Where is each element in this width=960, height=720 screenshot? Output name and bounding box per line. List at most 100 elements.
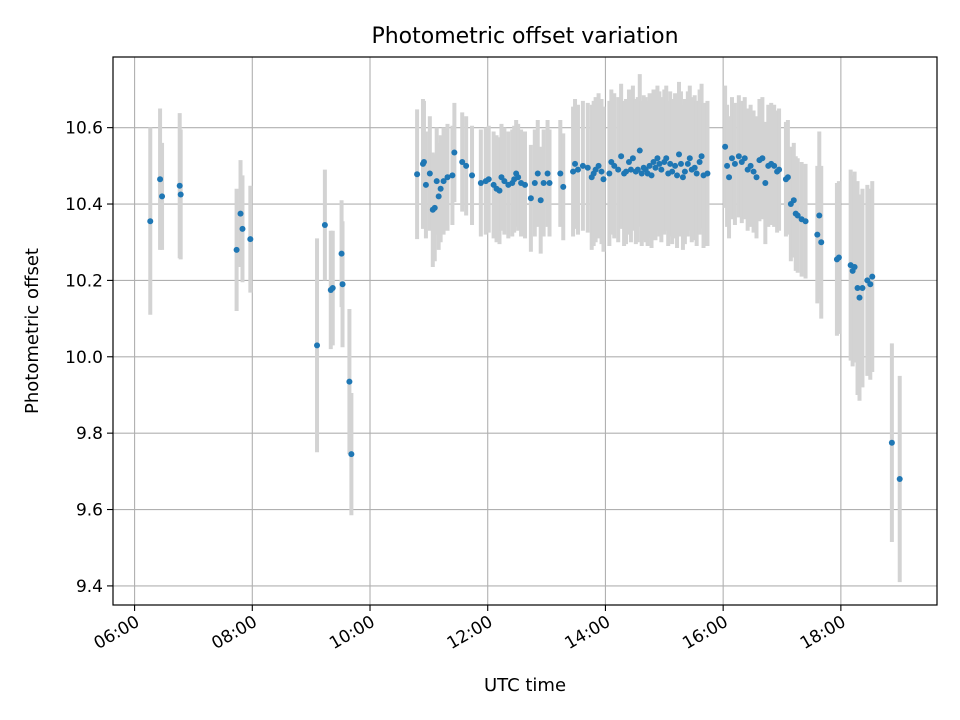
data-point bbox=[669, 168, 676, 175]
data-point bbox=[560, 183, 567, 190]
data-point bbox=[451, 149, 458, 156]
data-point bbox=[851, 264, 858, 271]
data-point bbox=[618, 153, 625, 160]
data-point bbox=[686, 155, 693, 162]
y-tick-label: 10.4 bbox=[65, 195, 103, 215]
data-point bbox=[636, 147, 643, 154]
data-point bbox=[534, 170, 541, 177]
data-point bbox=[747, 162, 754, 169]
data-point bbox=[233, 246, 240, 253]
x-tick-label: 18:00 bbox=[797, 612, 849, 654]
data-point bbox=[437, 185, 444, 192]
data-point bbox=[854, 285, 861, 292]
data-point bbox=[814, 231, 821, 238]
data-points bbox=[147, 143, 903, 482]
data-point bbox=[329, 285, 336, 292]
data-point bbox=[426, 170, 433, 177]
data-point bbox=[704, 170, 711, 177]
error-bars bbox=[148, 74, 902, 583]
x-tick-label: 14:00 bbox=[562, 612, 614, 654]
data-point bbox=[816, 212, 823, 219]
data-point bbox=[440, 178, 447, 185]
data-point bbox=[867, 281, 874, 288]
data-point bbox=[522, 181, 528, 188]
data-point bbox=[314, 342, 321, 349]
data-point bbox=[741, 155, 748, 162]
data-point bbox=[654, 155, 661, 162]
data-point bbox=[698, 153, 705, 160]
y-tick-label: 10.2 bbox=[65, 271, 103, 291]
data-point bbox=[348, 451, 355, 458]
data-point bbox=[469, 172, 476, 179]
data-point bbox=[856, 294, 863, 301]
data-point bbox=[681, 168, 688, 175]
data-point bbox=[572, 160, 579, 167]
data-point bbox=[600, 176, 607, 183]
x-axis-label: UTC time bbox=[484, 675, 566, 696]
data-point bbox=[627, 166, 634, 173]
data-point bbox=[159, 193, 166, 200]
data-point bbox=[463, 162, 470, 169]
data-point bbox=[818, 239, 825, 246]
data-point bbox=[570, 168, 577, 175]
y-tick-label: 10.6 bbox=[65, 119, 103, 139]
data-point bbox=[501, 178, 508, 185]
data-point bbox=[321, 222, 328, 229]
data-point bbox=[667, 160, 674, 167]
x-tick-label: 16:00 bbox=[679, 612, 731, 654]
data-point bbox=[726, 174, 733, 181]
data-point bbox=[420, 159, 427, 166]
data-point bbox=[422, 181, 429, 188]
data-point bbox=[338, 250, 345, 257]
data-point bbox=[625, 159, 632, 166]
data-point bbox=[606, 170, 613, 177]
data-point bbox=[557, 170, 564, 177]
data-point bbox=[531, 180, 538, 187]
data-point bbox=[771, 162, 778, 169]
data-point bbox=[598, 168, 605, 175]
data-point bbox=[759, 155, 766, 162]
data-point bbox=[693, 170, 700, 177]
x-tick-label: 12:00 bbox=[444, 612, 496, 654]
data-point bbox=[546, 180, 553, 187]
data-point bbox=[157, 176, 164, 183]
data-point bbox=[623, 168, 630, 175]
data-point bbox=[888, 439, 895, 446]
data-point bbox=[676, 151, 683, 158]
data-point bbox=[684, 160, 691, 167]
data-point bbox=[672, 162, 679, 169]
y-tick-label: 9.4 bbox=[76, 577, 103, 597]
data-point bbox=[496, 187, 503, 194]
x-tick-label: 08:00 bbox=[208, 612, 260, 654]
data-point bbox=[869, 273, 876, 280]
data-point bbox=[629, 155, 636, 162]
data-point bbox=[859, 285, 866, 292]
data-point bbox=[595, 162, 602, 169]
data-point bbox=[658, 166, 665, 173]
data-point bbox=[735, 153, 742, 160]
data-point bbox=[444, 174, 451, 181]
data-point bbox=[527, 195, 534, 202]
y-tick-label: 9.6 bbox=[76, 501, 103, 521]
data-point bbox=[776, 166, 783, 173]
data-point bbox=[433, 178, 440, 185]
data-point bbox=[147, 218, 154, 225]
data-point bbox=[679, 174, 686, 181]
data-point bbox=[485, 176, 492, 183]
x-tick-label: 06:00 bbox=[91, 612, 143, 654]
data-point bbox=[896, 475, 903, 482]
data-point bbox=[691, 164, 698, 171]
data-point bbox=[656, 160, 663, 167]
data-point bbox=[663, 155, 670, 162]
data-point bbox=[802, 218, 809, 225]
x-tick-label: 10:00 bbox=[326, 612, 378, 654]
data-point bbox=[239, 225, 246, 232]
data-point bbox=[634, 166, 641, 173]
data-point bbox=[544, 170, 551, 177]
data-point bbox=[753, 174, 760, 181]
data-point bbox=[611, 162, 618, 169]
y-axis-label: Photometric offset bbox=[22, 248, 43, 414]
data-point bbox=[339, 281, 346, 288]
data-point bbox=[477, 180, 484, 187]
